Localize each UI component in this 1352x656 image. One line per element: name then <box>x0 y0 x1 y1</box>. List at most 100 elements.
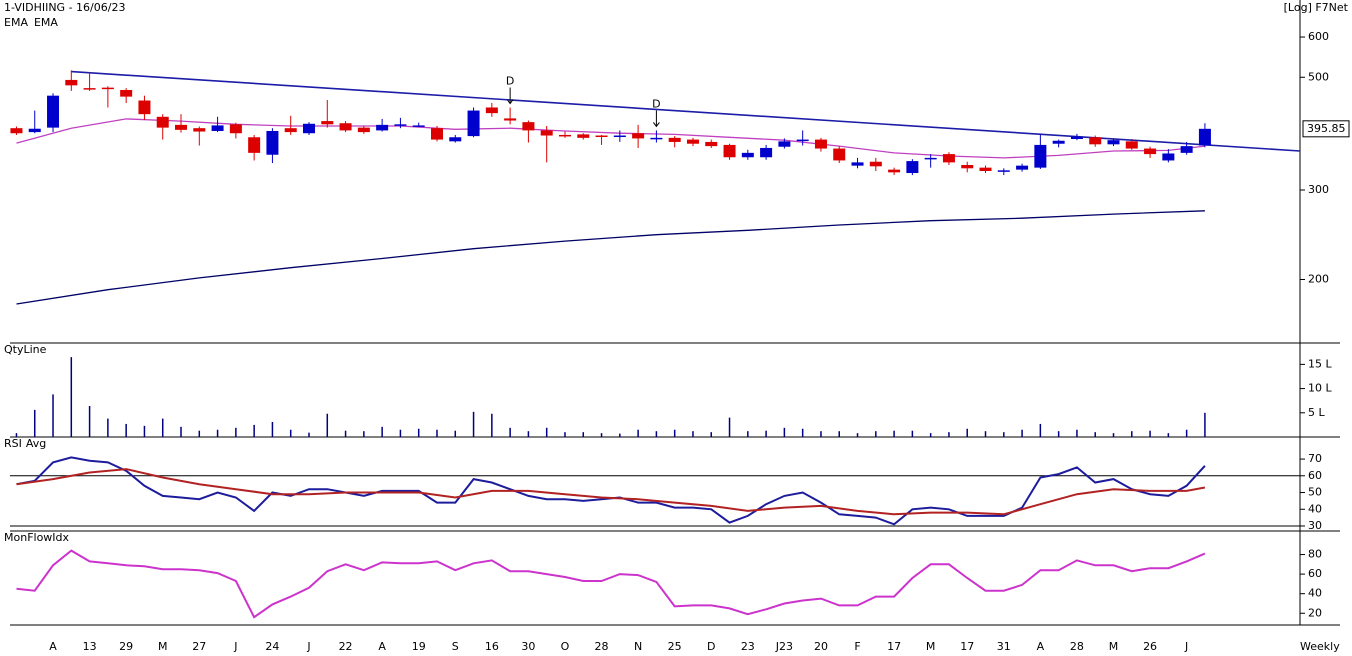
x-tick-label: 27 <box>192 640 206 653</box>
candle-body <box>942 154 955 163</box>
volume-bar <box>856 433 859 437</box>
candle-body <box>1034 144 1047 168</box>
candle-body <box>1052 140 1065 144</box>
y-tick-label: 5 L <box>1308 406 1325 419</box>
volume-bar <box>1003 432 1005 437</box>
series-line <box>16 210 1205 305</box>
candle-body <box>686 139 699 144</box>
volume-bar <box>1149 430 1151 437</box>
volume-bar <box>326 413 329 437</box>
x-tick-label: 13 <box>83 640 97 653</box>
volume-bar <box>399 429 402 437</box>
volume-bar <box>747 431 749 437</box>
x-tick-label: J <box>1184 640 1188 653</box>
volume-bar <box>363 431 365 437</box>
volume-bar <box>1204 412 1206 437</box>
candle-body <box>10 128 23 134</box>
candle-body <box>193 128 206 132</box>
candle-body <box>1198 128 1211 146</box>
candle-body <box>595 135 608 138</box>
candle-body <box>101 87 114 90</box>
candle-body <box>888 169 901 173</box>
y-tick-label: 300 <box>1308 183 1329 196</box>
volume-bar <box>1185 429 1188 437</box>
y-tick-label: 60 <box>1308 567 1322 580</box>
volume-bar <box>984 431 987 437</box>
volume-bar <box>1076 429 1078 437</box>
last-price-box <box>1302 120 1350 138</box>
volume-bar <box>692 431 694 437</box>
volume-bar <box>253 424 255 437</box>
volume-bar <box>15 433 18 437</box>
candle-body <box>321 121 334 125</box>
candle-body <box>778 141 791 147</box>
candle-body <box>1125 141 1138 149</box>
candle-body <box>1180 146 1193 153</box>
volume-bar <box>417 428 420 437</box>
x-tick-label: 20 <box>814 640 828 653</box>
candle-body <box>833 148 846 161</box>
volume-bar <box>125 423 127 437</box>
y-tick-label: 80 <box>1308 548 1322 561</box>
volume-bar <box>1112 433 1115 437</box>
volume-bar <box>765 430 767 437</box>
x-tick-label: A <box>378 640 386 653</box>
candle-body <box>1016 165 1029 170</box>
x-tick-label: 19 <box>412 640 426 653</box>
volume-bar <box>491 413 493 437</box>
candle-body <box>83 88 96 90</box>
volume-bar <box>271 421 274 437</box>
chart-title: 1-VIDHIING - 16/06/23 <box>4 1 125 14</box>
candle-body <box>796 139 809 142</box>
volume-bar <box>308 432 310 437</box>
y-tick-label: 500 <box>1308 70 1329 83</box>
x-tick-label: 29 <box>119 640 133 653</box>
series-line <box>16 118 1205 159</box>
volume-bar <box>637 429 639 437</box>
candle-body <box>138 100 151 115</box>
legend-entry: EMA <box>4 16 28 29</box>
x-tick-label: 17 <box>887 640 901 653</box>
candle-body <box>650 137 663 140</box>
volume-bar <box>893 430 895 437</box>
volume-bar <box>1167 433 1170 437</box>
y-tick-label: 50 <box>1308 486 1322 499</box>
x-tick-label: 28 <box>1070 640 1084 653</box>
y-tick-label: 600 <box>1308 30 1329 43</box>
last-price-label: 395.85 <box>1307 122 1346 135</box>
chart-subtitle: [Log] F7Net <box>1284 1 1349 14</box>
x-tick-label: O <box>561 640 570 653</box>
x-tick-label: A <box>1037 640 1045 653</box>
volume-bar <box>198 430 201 437</box>
candle-body <box>1162 153 1175 161</box>
x-tick-label: 22 <box>339 640 353 653</box>
candle-body <box>522 122 535 131</box>
volume-bar <box>52 394 54 437</box>
x-tick-label: 31 <box>997 640 1011 653</box>
volume-bar <box>216 429 219 437</box>
x-tick-label: 17 <box>960 640 974 653</box>
x-tick-label: F <box>854 640 860 653</box>
candle-body <box>357 127 370 133</box>
candle-body <box>467 110 480 137</box>
volume-bar <box>1021 429 1023 437</box>
candle-body <box>851 162 864 166</box>
annotation-label: D <box>652 97 660 110</box>
legend-entry: EMA <box>34 16 58 29</box>
volume-bar <box>509 427 511 437</box>
volume-bar <box>1057 431 1060 437</box>
volume-bar <box>472 411 475 437</box>
candle-body <box>303 123 316 134</box>
candle-body <box>485 107 498 114</box>
candle-body <box>175 124 188 130</box>
volume-bar <box>235 427 237 437</box>
candle-body <box>632 133 645 139</box>
x-tick-label: 30 <box>521 640 535 653</box>
candle-body <box>1144 148 1157 155</box>
volume-bar <box>1131 431 1133 437</box>
candle-body <box>558 134 571 137</box>
x-tick-label: N <box>634 640 642 653</box>
candle-body <box>120 89 133 97</box>
